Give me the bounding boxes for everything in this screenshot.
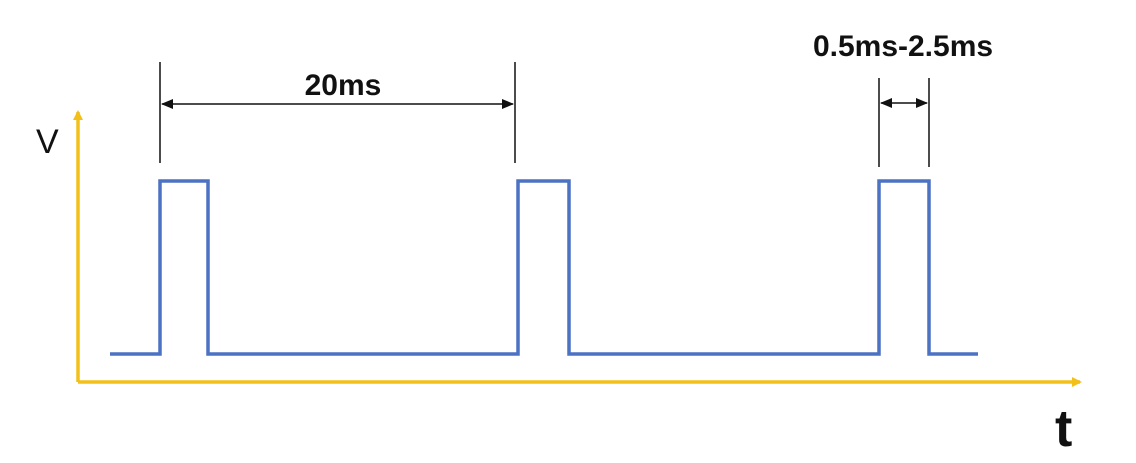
pulse-width-label: 0.5ms-2.5ms	[813, 30, 993, 63]
period-label: 20ms	[305, 69, 382, 102]
x-axis-label: t	[1055, 400, 1072, 458]
y-axis-label: V	[36, 123, 59, 161]
pwm-signal-line	[110, 179, 978, 356]
